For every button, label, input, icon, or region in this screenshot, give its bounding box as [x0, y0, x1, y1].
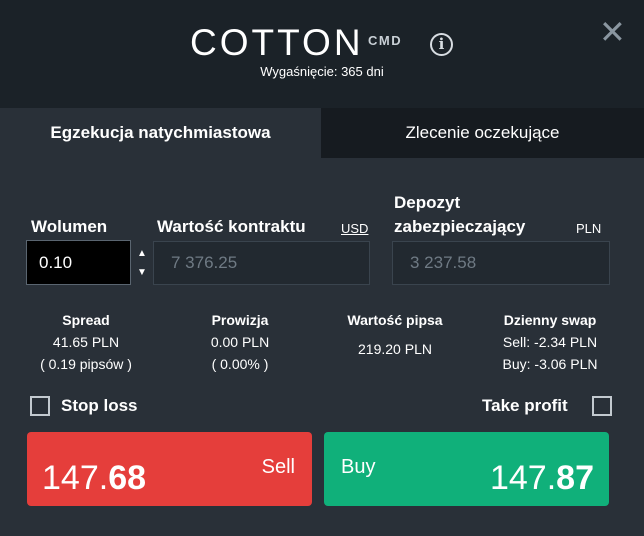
sell-button[interactable]: 147.68 Sell: [27, 432, 312, 506]
volume-stepper[interactable]: ▲ ▼: [26, 240, 147, 285]
sell-price: 147.68: [42, 459, 147, 497]
margin-currency: PLN: [576, 221, 602, 236]
volume-label: Wolumen: [31, 217, 108, 236]
instrument-title: COTTON: [190, 22, 364, 63]
increment-arrow-icon[interactable]: ▲: [137, 248, 147, 259]
contract-value-field: [153, 241, 370, 285]
swap-buy: Buy: -3.06 PLN: [502, 356, 598, 372]
buy-label: Buy: [341, 456, 376, 478]
margin-label-line2: zabezpieczający: [394, 217, 526, 236]
expiry-text: Wygaśnięcie: 365 dni: [260, 64, 384, 79]
contract-currency-toggle[interactable]: USD: [341, 221, 369, 236]
take-profit-label[interactable]: Take profit: [482, 396, 568, 415]
volume-input[interactable]: [27, 241, 107, 284]
swap-label: Dzienny swap: [503, 312, 597, 328]
margin-label-line1: Depozyt: [394, 193, 461, 212]
dialog-header: COTTON CMD i ✕ Wygaśnięcie: 365 dni: [0, 0, 644, 108]
margin-field: [392, 241, 610, 285]
tab-instant-execution[interactable]: Egzekucja natychmiastowa: [0, 108, 321, 158]
commission-percent: ( 0.00% ): [211, 356, 269, 372]
stop-loss-label[interactable]: Stop loss: [61, 396, 138, 415]
spread-label: Spread: [62, 312, 110, 328]
buy-button[interactable]: Buy 147.87: [324, 432, 609, 506]
commission-value: 0.00 PLN: [210, 334, 270, 350]
spread-stat: Spread 41.65 PLN ( 0.19 pipsów ): [30, 312, 142, 378]
take-profit-checkbox[interactable]: [592, 396, 612, 416]
sell-label: Sell: [261, 456, 295, 478]
order-type-tabs: Egzekucja natychmiastowa Zlecenie oczeku…: [0, 108, 644, 158]
decrement-arrow-icon[interactable]: ▼: [137, 267, 147, 278]
margin-input: [393, 242, 609, 284]
commission-stat: Prowizja 0.00 PLN ( 0.00% ): [183, 312, 297, 378]
pip-value-label: Wartość pipsa: [347, 312, 443, 328]
swap-sell: Sell: -2.34 PLN: [502, 334, 598, 350]
close-icon[interactable]: ✕: [599, 14, 626, 50]
tab-pending-order[interactable]: Zlecenie oczekujące: [321, 108, 644, 158]
buy-price: 147.87: [489, 459, 594, 497]
contract-value-label: Wartość kontraktu: [157, 217, 306, 236]
spread-pips: ( 0.19 pipsów ): [40, 356, 132, 372]
pip-value-stat: Wartość pipsa 219.20 PLN: [334, 312, 456, 363]
commission-label: Prowizja: [211, 312, 269, 328]
info-icon[interactable]: i: [430, 33, 453, 56]
stop-loss-checkbox[interactable]: [30, 396, 50, 416]
daily-swap-stat: Dzienny swap Sell: -2.34 PLN Buy: -3.06 …: [488, 312, 612, 378]
pip-value-value: 219.20 PLN: [358, 341, 432, 357]
spread-value: 41.65 PLN: [52, 334, 120, 350]
instrument-category: CMD: [368, 33, 403, 48]
contract-value-input: [154, 242, 369, 284]
